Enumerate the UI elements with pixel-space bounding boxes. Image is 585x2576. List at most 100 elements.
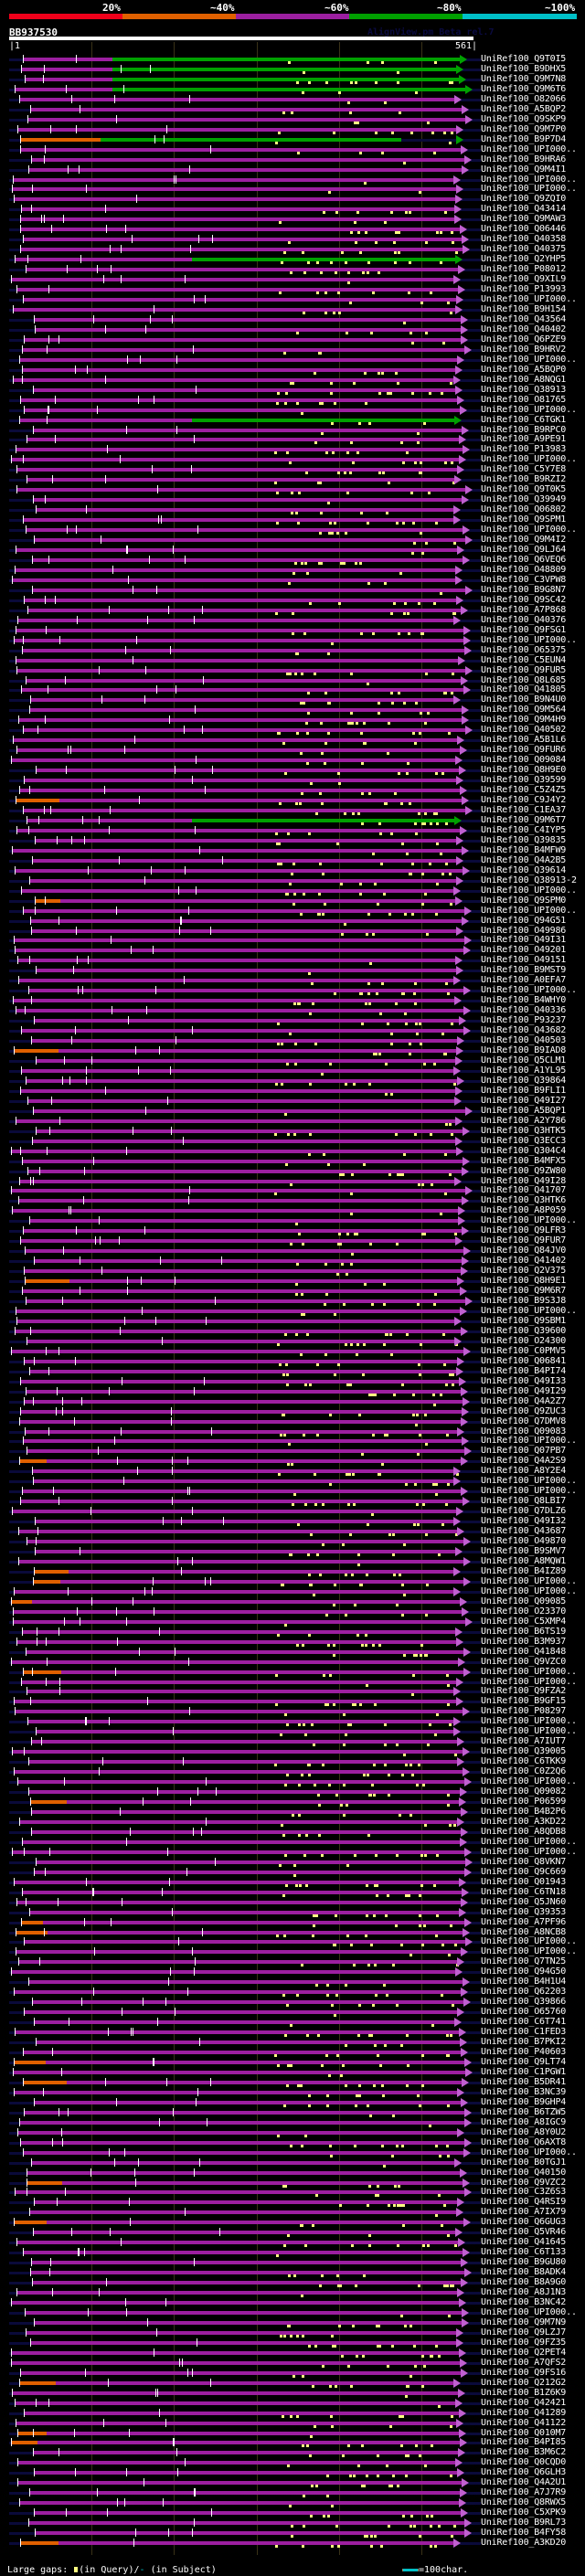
hit-label[interactable]: UniRef100_Q49I27	[481, 1095, 567, 1106]
hit-label[interactable]: UniRef100_C5EUN4	[481, 654, 567, 665]
hit-row[interactable]: UniRef100_Q6GLH3	[0, 2467, 585, 2478]
hit-row[interactable]: UniRef100_Q49I33	[0, 1376, 585, 1387]
hit-label[interactable]: UniRef100_Q3HTK6	[481, 1195, 567, 1206]
hit-row[interactable]: UniRef100_B1Z6K9	[0, 2388, 585, 2399]
hit-row[interactable]: UniRef100_Q41122	[0, 2418, 585, 2429]
hit-label[interactable]: UniRef100_B3NC39	[481, 2086, 567, 2097]
hit-label[interactable]: UniRef100_O82066	[481, 93, 567, 104]
hit-label[interactable]: UniRef100_O49986	[481, 925, 567, 936]
hit-label[interactable]: UniRef100_P06599	[481, 1797, 567, 1807]
hit-label[interactable]: UniRef100_UPI000..	[481, 885, 577, 896]
hit-label[interactable]: UniRef100_B9N4U0	[481, 694, 567, 705]
hit-row[interactable]: UniRef100_Q94G50	[0, 1966, 585, 1977]
hit-label[interactable]: UniRef100_Q40502	[481, 725, 567, 736]
hit-row[interactable]: UniRef100_Q09085	[0, 1596, 585, 1607]
hit-label[interactable]: UniRef100_A2Y786	[481, 1115, 567, 1126]
hit-row[interactable]: UniRef100_UPI000..	[0, 1776, 585, 1787]
hit-label[interactable]: UniRef100_Q40150	[481, 2167, 567, 2178]
hit-row[interactable]: UniRef100_Q6AXT8	[0, 2137, 585, 2148]
hit-label[interactable]: UniRef100_Q09083	[481, 1426, 567, 1436]
hit-row[interactable]: UniRef100_Q6PZE9	[0, 334, 585, 345]
hit-label[interactable]: UniRef100_B9HRA6	[481, 154, 567, 164]
hit-label[interactable]: UniRef100_A8Y0U2	[481, 2126, 567, 2137]
hit-row[interactable]: UniRef100_C5XPK9	[0, 2507, 585, 2518]
hit-label[interactable]: UniRef100_B3NC42	[481, 2297, 567, 2308]
hit-row[interactable]: UniRef100_Q9SBM1	[0, 1316, 585, 1327]
hit-label[interactable]: UniRef100_O24300	[481, 1335, 567, 1346]
hit-row[interactable]: UniRef100_UPI000..	[0, 2147, 585, 2158]
hit-row[interactable]: UniRef100_Q41289	[0, 2408, 585, 2419]
hit-row[interactable]: UniRef100_A5BQP1	[0, 1106, 585, 1117]
hit-row[interactable]: UniRef100_O49151	[0, 955, 585, 966]
hit-label[interactable]: UniRef100_B7PKI2	[481, 2037, 567, 2048]
hit-label[interactable]: UniRef100_B9FLI1	[481, 1085, 567, 1096]
hit-row[interactable]: UniRef100_Q39005	[0, 1746, 585, 1757]
hit-row[interactable]: UniRef100_O65760	[0, 2007, 585, 2018]
hit-row[interactable]: UniRef100_C6TKK9	[0, 1756, 585, 1767]
hit-row[interactable]: UniRef100_O49870	[0, 1536, 585, 1547]
hit-row[interactable]: UniRef100_Q49I27	[0, 1095, 585, 1107]
hit-label[interactable]: UniRef100_Q5VR46	[481, 2227, 567, 2238]
hit-row[interactable]: UniRef100_Q39949	[0, 494, 585, 505]
hit-row[interactable]: UniRef100_B6TS19	[0, 1627, 585, 1638]
hit-label[interactable]: UniRef100_C5Y7E8	[481, 464, 567, 475]
hit-row[interactable]: UniRef100_O49201	[0, 945, 585, 956]
hit-label[interactable]: UniRef100_Q9VZC0	[481, 1656, 567, 1667]
hit-row[interactable]: UniRef100_A7IUT7	[0, 1736, 585, 1747]
hit-label[interactable]: UniRef100_Q9FS16	[481, 2367, 567, 2378]
hit-label[interactable]: UniRef100_Q40503	[481, 1035, 567, 1046]
hit-label[interactable]: UniRef100_Q9M7P0	[481, 123, 567, 134]
hit-row[interactable]: UniRef100_Q09083	[0, 1426, 585, 1437]
hit-label[interactable]: UniRef100_UPI000..	[481, 634, 577, 645]
hit-label[interactable]: UniRef100_B4WHY0	[481, 995, 567, 1006]
hit-row[interactable]: UniRef100_A7IX79	[0, 2207, 585, 2218]
hit-row[interactable]: UniRef100_B9RZI2	[0, 474, 585, 485]
hit-row[interactable]: UniRef100_B9H154	[0, 304, 585, 315]
hit-row[interactable]: UniRef100_C3Z6S3	[0, 2187, 585, 2198]
hit-label[interactable]: UniRef100_B3M937	[481, 1636, 567, 1647]
hit-row[interactable]: UniRef100_Q39353	[0, 1907, 585, 1918]
hit-row[interactable]: UniRef100_UPI000..	[0, 1576, 585, 1587]
hit-label[interactable]: UniRef100_Q9LT74	[481, 2057, 567, 2067]
hit-row[interactable]: UniRef100_A8P059	[0, 1205, 585, 1216]
hit-row[interactable]: UniRef100_UPI000..	[0, 1306, 585, 1317]
hit-row[interactable]: UniRef100_C1FED3	[0, 2027, 585, 2038]
hit-label[interactable]: UniRef100_B4B2P6	[481, 1807, 567, 1817]
hit-label[interactable]: UniRef100_Q43687	[481, 1526, 567, 1537]
hit-row[interactable]: UniRef100_B5DR41	[0, 2077, 585, 2088]
hit-row[interactable]: UniRef100_Q304C4	[0, 1146, 585, 1157]
hit-row[interactable]: UniRef100_UPI000..	[0, 294, 585, 305]
hit-label[interactable]: UniRef100_Q2V375	[481, 1266, 567, 1277]
hit-row[interactable]: UniRef100_B9HRV2	[0, 345, 585, 355]
hit-label[interactable]: UniRef100_UPI000..	[481, 2147, 577, 2157]
hit-row[interactable]: UniRef100_UPI000..	[0, 1936, 585, 1947]
hit-label[interactable]: UniRef100_O65375	[481, 644, 567, 655]
hit-row[interactable]: UniRef100_C5Y7E8	[0, 464, 585, 475]
hit-label[interactable]: UniRef100_A3KD20	[481, 2538, 567, 2549]
hit-row[interactable]: UniRef100_UPI000..	[0, 1837, 585, 1848]
hit-label[interactable]: UniRef100_UPI000..	[481, 1306, 577, 1316]
hit-label[interactable]: UniRef100_A7IX79	[481, 2207, 567, 2218]
hit-row[interactable]: UniRef100_A8Y2E4	[0, 1466, 585, 1477]
hit-row[interactable]: UniRef100_Q40503	[0, 1035, 585, 1046]
hit-label[interactable]: UniRef100_Q38913	[481, 384, 567, 395]
hit-row[interactable]: UniRef100_Q9FZ35	[0, 2337, 585, 2348]
hit-label[interactable]: UniRef100_Q9SPM1	[481, 514, 567, 525]
hit-label[interactable]: UniRef100_Q4A2U1	[481, 2477, 567, 2488]
hit-label[interactable]: UniRef100_Q40376	[481, 614, 567, 625]
hit-label[interactable]: UniRef100_UPI000..	[481, 1666, 577, 1677]
hit-row[interactable]: UniRef100_O82066	[0, 93, 585, 105]
hit-row[interactable]: UniRef100_Q39835	[0, 835, 585, 846]
hit-row[interactable]: UniRef100_O24300	[0, 1335, 585, 1347]
hit-row[interactable]: UniRef100_Q40336	[0, 1005, 585, 1016]
hit-label[interactable]: UniRef100_UPI000..	[481, 1585, 577, 1596]
hit-row[interactable]: UniRef100_UPI000..	[0, 405, 585, 416]
hit-label[interactable]: UniRef100_A8QDB8	[481, 1826, 567, 1837]
hit-row[interactable]: UniRef100_B9DHX5	[0, 64, 585, 75]
hit-row[interactable]: UniRef100_Q39614	[0, 865, 585, 876]
hit-row[interactable]: UniRef100_UPI000..	[0, 985, 585, 996]
hit-label[interactable]: UniRef100_Q49I29	[481, 1385, 567, 1396]
hit-label[interactable]: UniRef100_C1EA37	[481, 805, 567, 815]
hit-label[interactable]: UniRef100_Q9SPM0	[481, 895, 567, 906]
hit-row[interactable]: UniRef100_B3M6C2	[0, 2447, 585, 2458]
